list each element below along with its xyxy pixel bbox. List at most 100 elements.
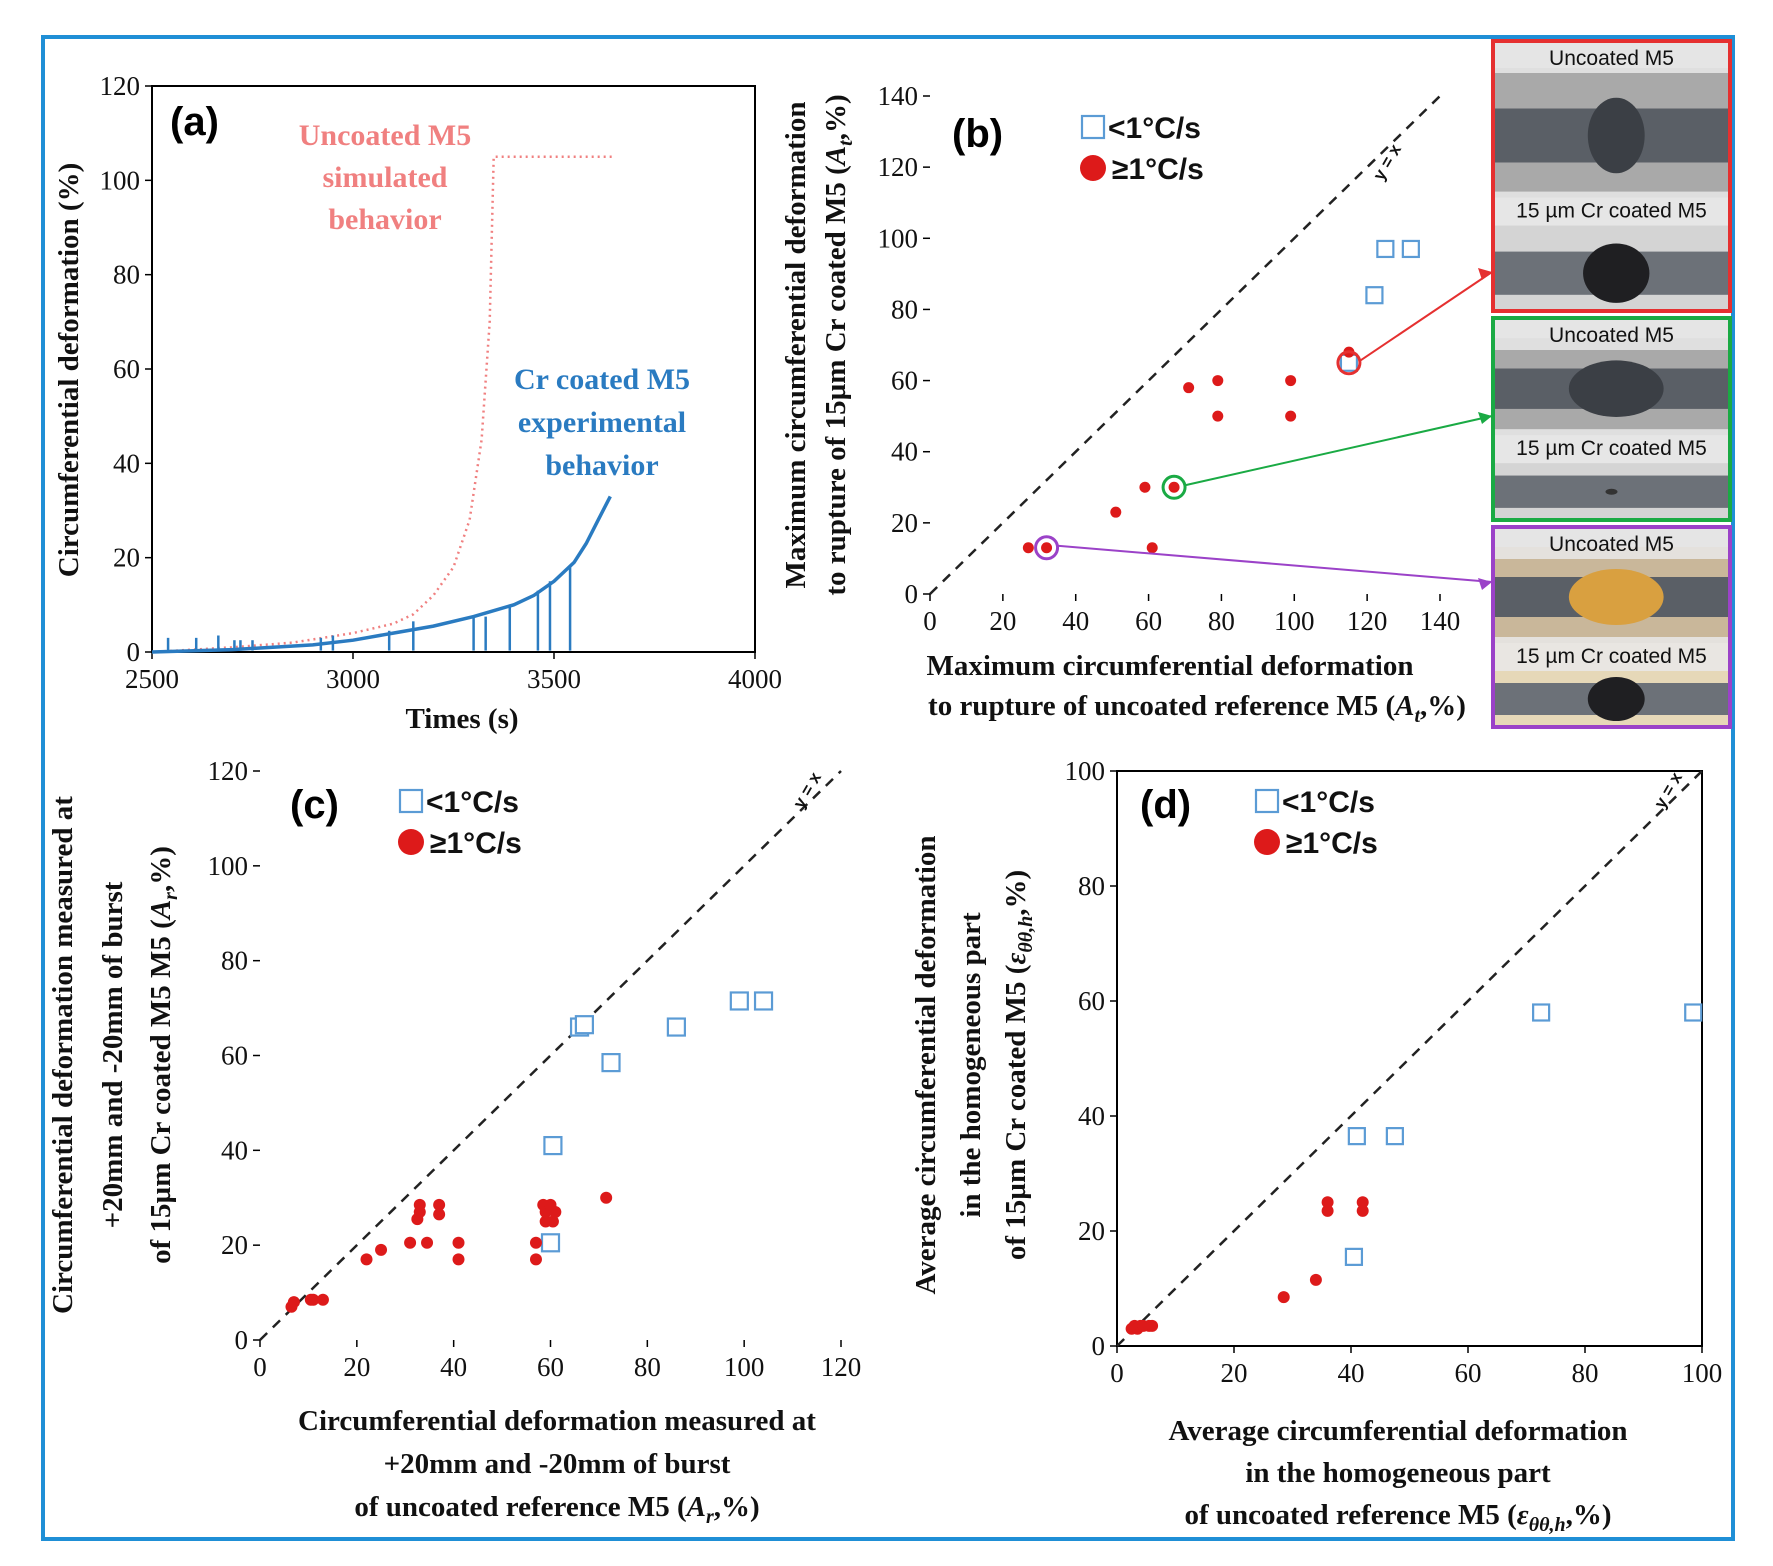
panel-c-x-tick-label: 40 <box>440 1352 467 1382</box>
panel-d-x-axis-title-line3: of uncoated reference M5 (εθθ,h,%) <box>1184 1499 1611 1536</box>
panel-c-legend-filled-label: ≥1°C/s <box>430 827 522 860</box>
panel-b-x-tick-label: 0 <box>923 606 937 636</box>
panel-c-point-open-square <box>666 1017 686 1037</box>
panel-b-highlight-ring <box>1336 350 1362 376</box>
panel-d-legend-filled-label: ≥1°C/s <box>1286 827 1378 860</box>
panel-a-experimental-line <box>151 495 612 654</box>
panel-b-y-axis-title-line2-text: to rupture of 15µm Cr coated M5 ( <box>820 165 852 595</box>
panel-a-x-tick-label: 4000 <box>728 664 782 694</box>
panel-b-y-axis-title-line2-subscript: t <box>835 139 857 146</box>
panel-b-y-axis-title-line2: to rupture of 15µm Cr coated M5 (At,%) <box>820 94 857 595</box>
panel-a-y-axis-title: Circumferential deformation (%) <box>53 163 85 578</box>
panel-c-y-axis-title-line3-subscript: r <box>160 892 182 900</box>
panel-c-point-filled-circle <box>433 1208 446 1221</box>
panel-a-x-tick-label: 2500 <box>125 664 179 694</box>
photo-caption-uncoated: Uncoated M5 <box>1549 47 1674 70</box>
panel-c-point-filled-circle <box>452 1236 465 1249</box>
panel-d-y-axis-title-line2: in the homogeneous part <box>955 912 987 1218</box>
photo-upper-balloon <box>1587 97 1645 174</box>
panel-a-x-axis-title: Times (s) <box>405 703 518 735</box>
panel-d-x-axis-title-line3-subscript: θθ,h <box>1529 1514 1566 1536</box>
panel-d: 0 20 40 60 80 100 0 20 40 60 80 100 y = x <1°C/s ≥1°C/… <box>910 756 1722 1536</box>
panel-b-callout-arrow <box>1359 271 1493 362</box>
panel-b-x-tick-label: 100 <box>1274 606 1315 636</box>
panel-d-x-tick-label: 0 <box>1110 1358 1124 1388</box>
photo-caption-uncoated: Uncoated M5 <box>1549 324 1674 347</box>
panel-c-point-filled-circle <box>421 1236 434 1249</box>
panel-c-x-axis-title-line2: +20mm and -20mm of burst <box>384 1448 731 1480</box>
panel-c-y-axis-title-line3: of 15µm Cr coated M5 M5 (Ar,%) <box>145 846 182 1264</box>
panel-b-x-axis-title-line1: Maximum circumferential deformation <box>927 650 1414 682</box>
panel-b-x-axis-title-line2: to rupture of uncoated reference M5 (At,… <box>928 690 1466 727</box>
panel-d-point-open-square <box>1347 1127 1366 1146</box>
panel-a-y-tick-label: 80 <box>113 260 140 290</box>
panel-b-x-axis-title-line2-subscript: t <box>1414 705 1421 727</box>
panel-b-legend-filled-marker <box>1080 155 1106 181</box>
panel-d-point-open-square <box>1385 1127 1404 1146</box>
panel-d-diagonal-label: y = x <box>1650 768 1686 811</box>
panel-c-x-tick-label: 120 <box>821 1352 862 1382</box>
panel-d-x-tick-label: 40 <box>1338 1358 1365 1388</box>
photo-border <box>1491 39 1732 313</box>
panel-c-x-tick-label: 80 <box>634 1352 661 1382</box>
panel-b-x-tick-label: 60 <box>1135 606 1162 636</box>
photo-caption-band <box>1493 637 1730 671</box>
panel-b-point-filled-circle <box>1146 542 1158 554</box>
panel-c-point-filled-circle <box>529 1236 542 1249</box>
panel-d-y-axis-title-line1: Average circumferential deformation <box>910 835 942 1294</box>
panel-d-panel-label: (d) <box>1140 783 1191 827</box>
panel-b-legend-open-label: <1°C/s <box>1108 112 1201 145</box>
panel-d-legend-filled-marker <box>1254 829 1280 855</box>
panel-c-diagonal-label: y = x <box>789 768 825 811</box>
figure-frame <box>41 35 1735 1541</box>
panel-a-annotation-behavior: behavior <box>545 449 658 482</box>
panel-c-point-filled-circle <box>360 1253 373 1266</box>
panel-c-y-tick-label: 100 <box>208 851 249 881</box>
panel-b-y-tick-label: 80 <box>891 294 918 324</box>
panel-d-point-open-square <box>1684 1003 1703 1022</box>
panel-c-point-filled-circle <box>287 1296 300 1309</box>
panel-c-panel-label: (c) <box>290 783 339 827</box>
panel-b-legend-open-marker <box>1080 114 1106 140</box>
panel-a: 2500 3000 3500 4000 0 20 40 60 80 100 120 Uncoated … <box>53 71 782 735</box>
panel-b-y-tick-label: 40 <box>891 437 918 467</box>
panel-c-x-axis-title-line3-symbol: A <box>685 1491 706 1523</box>
photo-caption-band <box>1493 191 1730 226</box>
panel-c-x-axis-title-line3: of uncoated reference M5 (Ar,%) <box>354 1491 759 1528</box>
panel-d-point-filled-circle <box>1146 1319 1159 1332</box>
panel-b-y-tick-label: 140 <box>878 81 919 111</box>
panel-b-point-filled-circle <box>1168 481 1180 493</box>
panel-b-x-tick-label: 20 <box>989 606 1016 636</box>
panel-c-point-filled-circle <box>316 1293 329 1306</box>
panel-b-callout-arrow <box>1184 415 1493 487</box>
panel-b-y-axis-title-line1: Maximum circumferential deformation <box>780 102 812 589</box>
panel-a-annotation-experimental: experimental <box>518 406 686 439</box>
panel-c-point-filled-circle <box>307 1293 320 1306</box>
panel-b-point-filled-circle <box>1285 375 1297 387</box>
panel-b-point-filled-circle <box>1110 506 1122 518</box>
panel-d-x-axis-title-line3-unit: ,%) <box>1566 1499 1612 1531</box>
panel-d-point-filled-circle <box>1356 1204 1369 1217</box>
panel-d-y-axis-title-line3: of 15µm Cr coated M5 (εθθ,h,%) <box>1000 870 1037 1260</box>
panel-b-highlight-ring <box>1161 474 1187 500</box>
panel-b-panel-label: (b) <box>952 112 1003 156</box>
panel-c-y-tick-label: 80 <box>221 946 248 976</box>
panel-c-point-filled-circle <box>549 1205 562 1218</box>
panel-c-point-filled-circle <box>433 1198 446 1211</box>
panel-d-y-tick-label: 80 <box>1078 871 1105 901</box>
panel-a-annotation-behavior: behavior <box>328 203 441 236</box>
panel-c-x-tick-label: 100 <box>724 1352 765 1382</box>
panel-b-x-tick-label: 140 <box>1420 606 1461 636</box>
panel-c-y-axis-title-line1: Circumferential deformation measured at <box>47 796 79 1314</box>
photo-lower-rupture <box>1587 677 1645 721</box>
panel-d-point-filled-circle <box>1356 1196 1369 1209</box>
panel-b-point-open-square <box>1401 239 1420 259</box>
panel-d-y-tick-label: 60 <box>1078 986 1105 1016</box>
panel-d-x-tick-label: 100 <box>1682 1358 1723 1388</box>
panel-d-plot-frame <box>1116 770 1703 1347</box>
panel-a-x-tick-label: 3000 <box>326 664 380 694</box>
panel-b-diagonal-line <box>929 95 1441 595</box>
panel-c-x-tick-label: 20 <box>343 1352 370 1382</box>
photo-upper-balloon <box>1568 569 1664 625</box>
panel-c-point-open-square <box>574 1015 594 1035</box>
